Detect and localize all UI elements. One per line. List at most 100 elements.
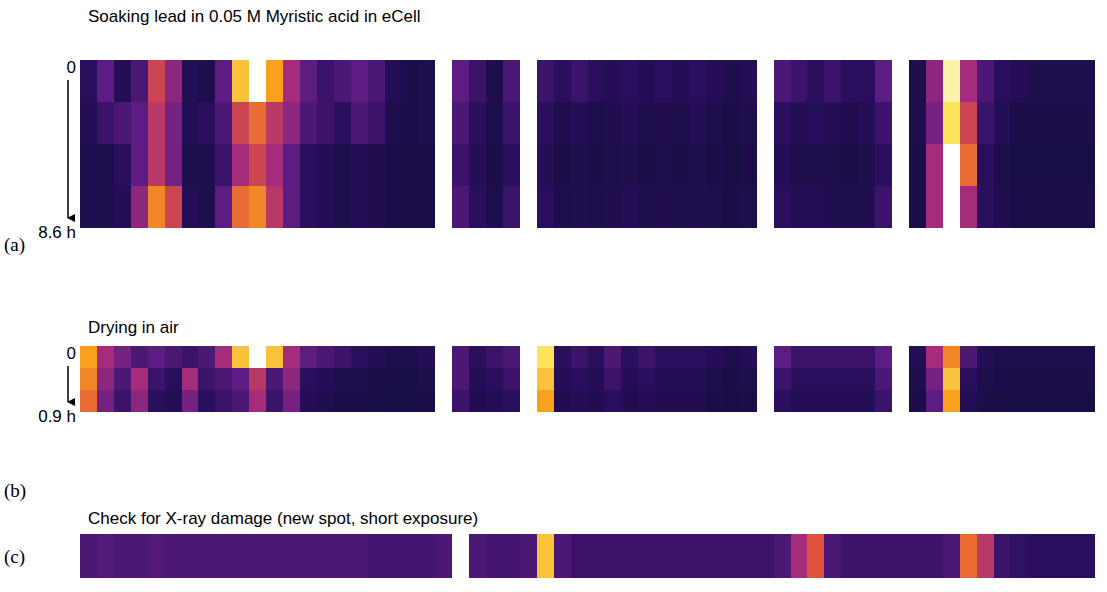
heatmap-cell — [114, 368, 132, 391]
heatmap-cell — [1010, 60, 1028, 103]
heatmap — [80, 346, 1095, 412]
heatmap-cell — [638, 102, 656, 145]
heatmap-cell — [266, 144, 284, 187]
heatmap-cell — [1027, 186, 1045, 228]
heatmap-cell — [774, 368, 792, 391]
heatmap-cell — [334, 144, 352, 187]
heatmap-cell — [655, 186, 673, 228]
heatmap-cell — [774, 346, 792, 369]
heatmap-cell — [452, 368, 470, 391]
heatmap-cell — [317, 534, 335, 578]
heatmap-cell — [571, 368, 589, 391]
heatmap-cell — [1078, 390, 1095, 412]
heatmap-cell — [1044, 534, 1062, 578]
heatmap-cell — [351, 60, 369, 103]
heatmap-cell — [1078, 346, 1095, 369]
heatmap-cell — [114, 390, 132, 412]
heatmap-cell — [351, 144, 369, 187]
heatmap-cell — [385, 534, 403, 578]
heatmap-cell — [215, 60, 233, 103]
heatmap-cell — [503, 186, 521, 228]
heatmap-cell — [503, 368, 521, 391]
heatmap-cell — [994, 144, 1012, 187]
heatmap-cell — [672, 346, 690, 369]
heatmap-cell — [655, 102, 673, 145]
heatmap-cell — [266, 60, 284, 103]
heatmap-cell — [1078, 186, 1095, 228]
heatmap-cell — [368, 144, 386, 187]
tick-label: 0 — [67, 344, 76, 363]
heatmap-cell — [317, 186, 335, 228]
heatmap-cell — [994, 534, 1012, 578]
heatmap-cell — [943, 368, 961, 391]
heatmap-cell — [807, 60, 825, 103]
heatmap-cell — [215, 346, 233, 369]
heatmap-cell — [757, 102, 775, 145]
heatmap-cell — [791, 390, 809, 412]
heatmap-cell — [892, 186, 910, 228]
heatmap-cell — [198, 60, 216, 103]
heatmap-cell — [723, 60, 741, 103]
heatmap-cell — [97, 390, 115, 412]
heatmap-cell — [1027, 390, 1045, 412]
heatmap-cell — [1044, 368, 1062, 391]
heatmap-cell — [148, 186, 166, 228]
heatmap-cell — [571, 186, 589, 228]
heatmap-cell — [1044, 390, 1062, 412]
heatmap-cell — [841, 390, 859, 412]
heatmap-cell — [503, 390, 521, 412]
heatmap-cell — [875, 60, 893, 103]
heatmap-cell — [232, 186, 250, 228]
panel-title: Soaking lead in 0.05 M Myristic acid in … — [88, 7, 421, 26]
heatmap-cell — [909, 346, 927, 369]
heatmap-cell — [791, 144, 809, 187]
heatmap-cell — [960, 144, 978, 187]
heatmap-cell — [215, 368, 233, 391]
heatmap-cell — [706, 534, 724, 578]
heatmap-cell — [249, 144, 267, 187]
heatmap-cell — [960, 368, 978, 391]
heatmap-cell — [791, 186, 809, 228]
heatmap-cell — [994, 102, 1012, 145]
heatmap-cell — [858, 368, 876, 391]
heatmap-cell — [486, 390, 504, 412]
heatmap-cell — [740, 102, 758, 145]
heatmap-cell — [960, 534, 978, 578]
heatmap-cell — [909, 60, 927, 103]
heatmap-cell — [503, 346, 521, 369]
heatmap-cell — [807, 534, 825, 578]
heatmap-cell — [926, 186, 944, 228]
panel: Drying in air(b)00.9 h — [4, 318, 1096, 502]
heatmap-cell — [672, 368, 690, 391]
heatmap-cell — [672, 534, 690, 578]
heatmap-cell — [165, 390, 183, 412]
heatmap-cell — [858, 534, 876, 578]
heatmap-cell — [689, 534, 707, 578]
heatmap-cell — [1027, 144, 1045, 187]
heatmap-cell — [317, 390, 335, 412]
heatmap-cell — [638, 346, 656, 369]
heatmap-cell — [706, 60, 724, 103]
heatmap-cell — [723, 186, 741, 228]
heatmap-cell — [943, 390, 961, 412]
heatmap-cell — [1044, 186, 1062, 228]
heatmap — [80, 60, 1095, 228]
heatmap-cell — [131, 390, 149, 412]
heatmap-cell — [892, 368, 910, 391]
heatmap-cell — [824, 102, 842, 145]
heatmap-cell — [1061, 368, 1079, 391]
heatmap-cell — [554, 186, 572, 228]
heatmap-cell — [807, 346, 825, 369]
heatmap-cell — [824, 534, 842, 578]
heatmap-cell — [1061, 390, 1079, 412]
heatmap-cell — [960, 390, 978, 412]
heatmap-cell — [689, 390, 707, 412]
heatmap-cell — [706, 346, 724, 369]
heatmap-cell — [537, 534, 555, 578]
heatmap-cell — [689, 144, 707, 187]
heatmap-cell — [182, 368, 200, 391]
heatmap-cell — [774, 60, 792, 103]
heatmap-cell — [452, 346, 470, 369]
heatmap-cell — [131, 144, 149, 187]
heatmap-cell — [401, 186, 419, 228]
